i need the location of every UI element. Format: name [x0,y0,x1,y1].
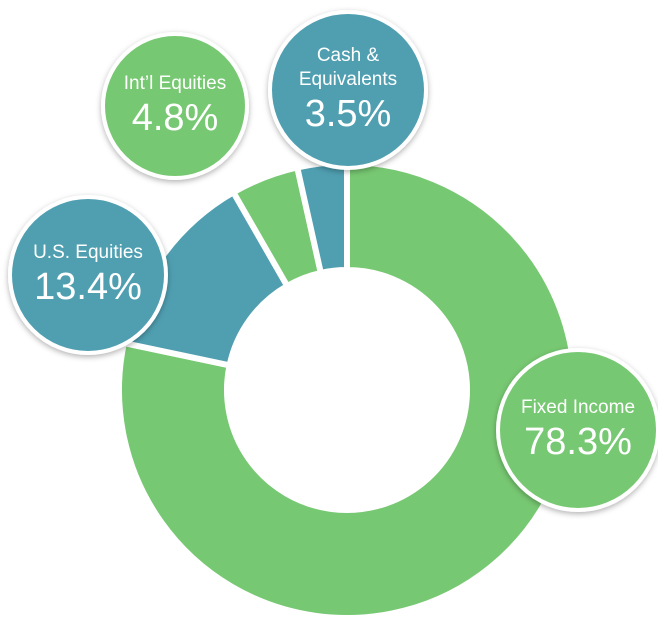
donut-segment [293,158,350,277]
value-label: 13.4% [34,266,142,308]
donut [116,158,578,621]
callout-bubble [101,32,249,180]
callout: Int’l Equities 4.8% [103,34,247,178]
category-label: Int’l Equities [123,73,227,94]
callout: Fixed Income 78.3% [498,350,658,510]
callout-bubble [8,195,168,355]
callout-bubble [268,10,428,170]
callout: Cash & Equivalents 3.5% [270,12,426,168]
value-label: 4.8% [131,97,219,139]
value-label: 3.5% [304,93,392,135]
category-label: U.S. Equities [33,242,143,263]
callout-bubble [496,348,658,512]
category-label: Cash & Equivalents [298,45,398,90]
value-label: 78.3% [524,421,632,463]
callout: U.S. Equities 13.4% [10,197,166,353]
callouts [8,10,658,512]
category-label: Fixed Income [520,397,636,418]
